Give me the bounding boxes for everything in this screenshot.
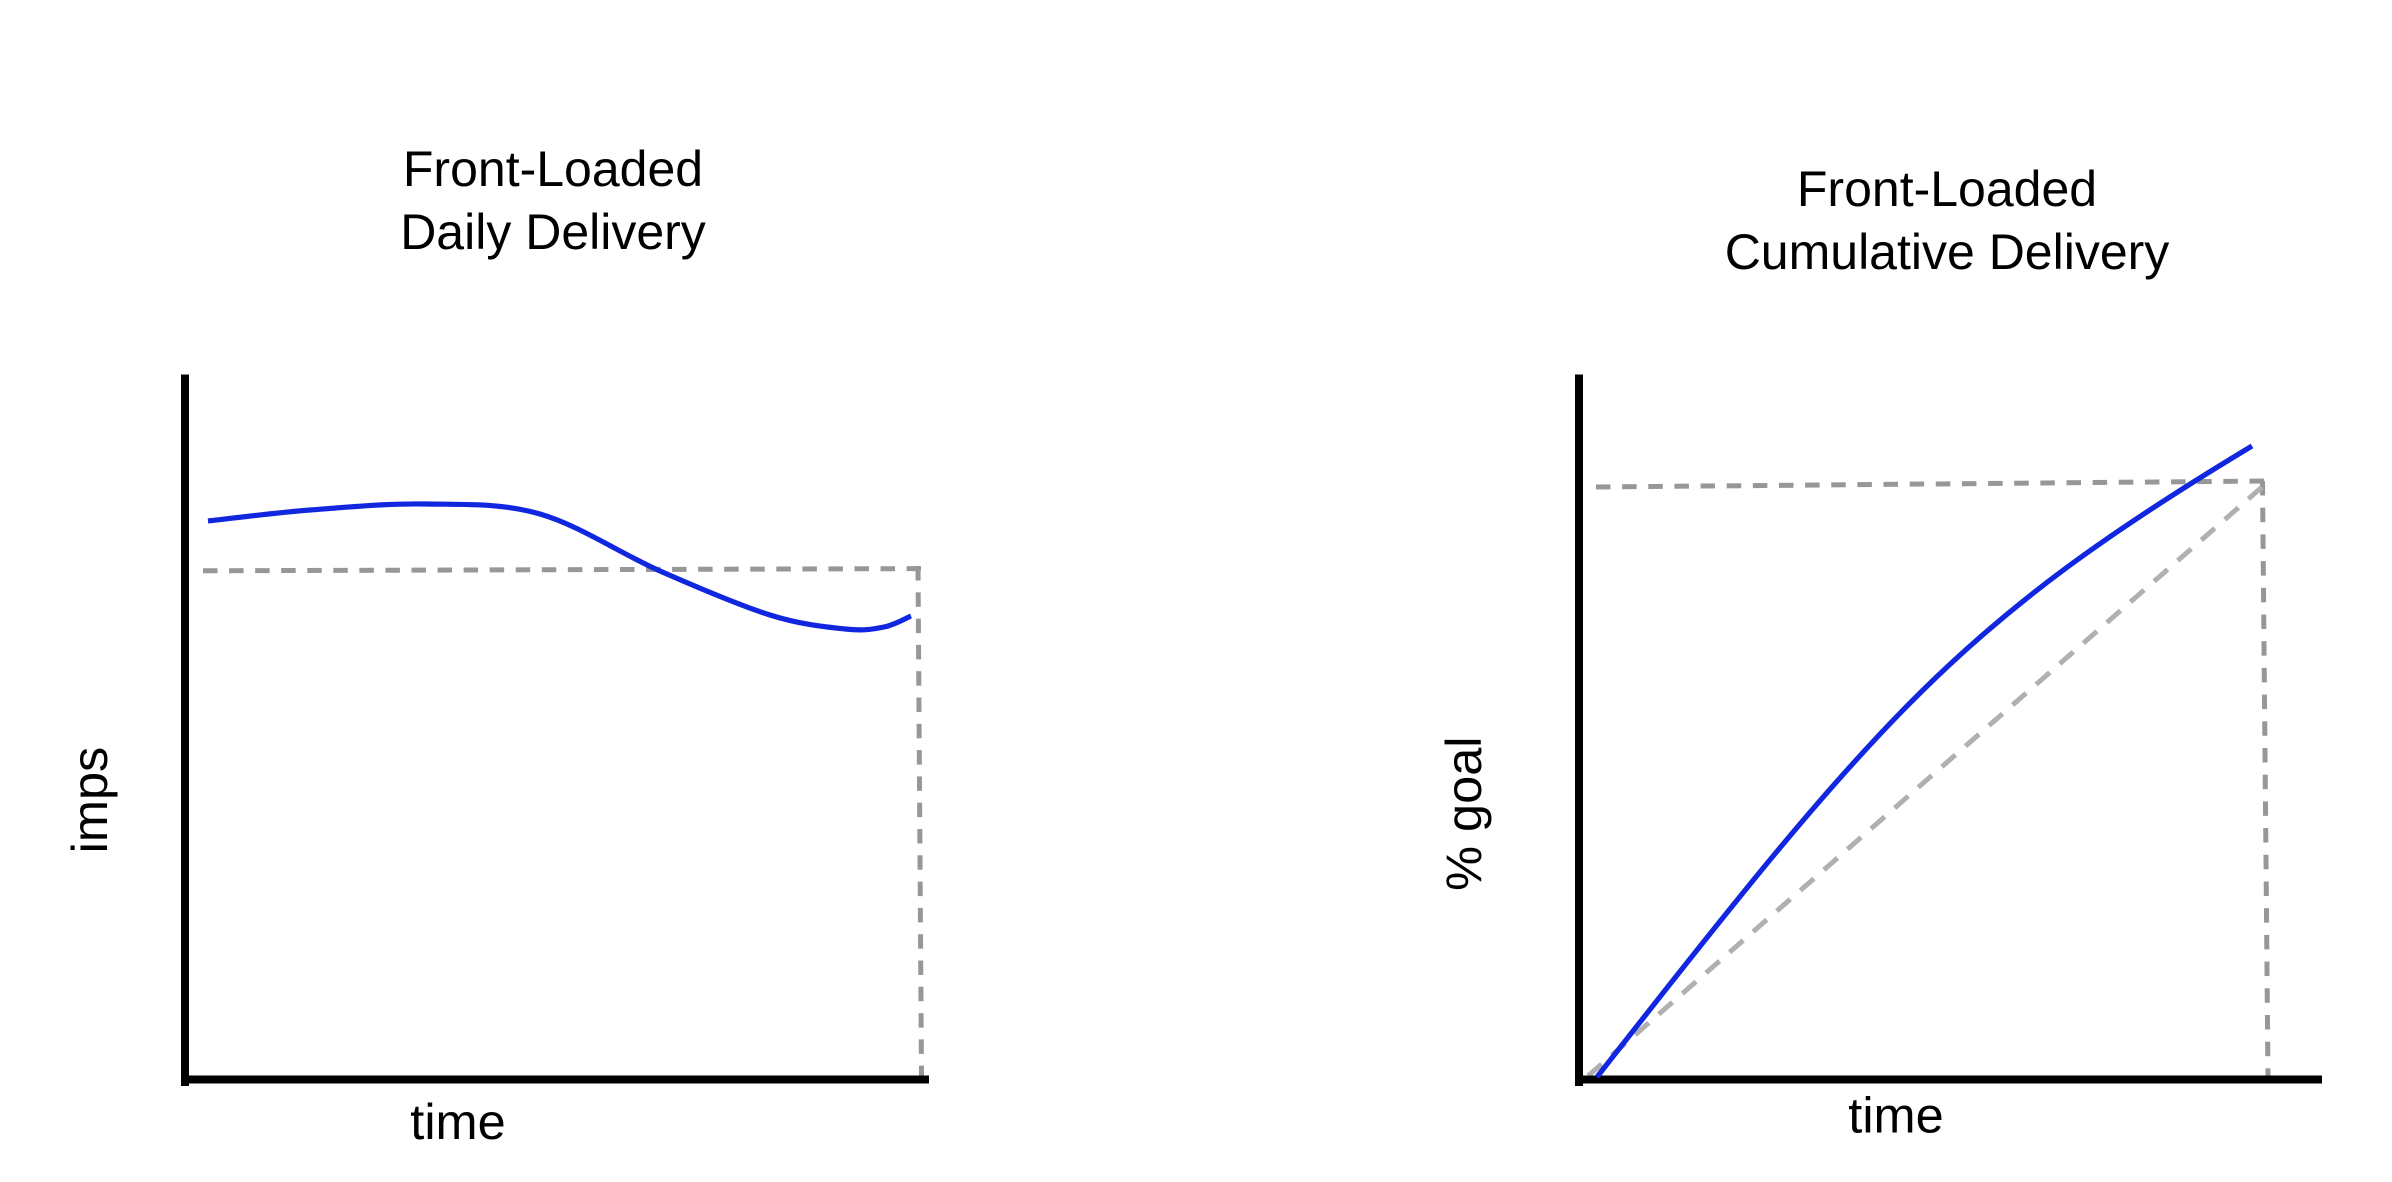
svg-text:Cumulative Delivery: Cumulative Delivery — [1725, 224, 2170, 280]
svg-text:time: time — [1848, 1087, 1943, 1144]
svg-text:Front-Loaded: Front-Loaded — [403, 141, 703, 197]
svg-text:imps: imps — [61, 747, 118, 854]
svg-text:Front-Loaded: Front-Loaded — [1797, 161, 2097, 217]
svg-text:% goal: % goal — [1435, 736, 1492, 890]
svg-text:Daily Delivery: Daily Delivery — [400, 204, 706, 260]
svg-text:time: time — [410, 1093, 505, 1150]
